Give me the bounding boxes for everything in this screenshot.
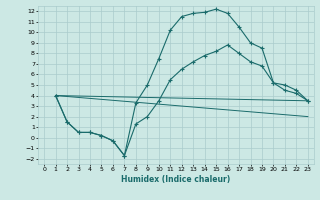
X-axis label: Humidex (Indice chaleur): Humidex (Indice chaleur)	[121, 175, 231, 184]
